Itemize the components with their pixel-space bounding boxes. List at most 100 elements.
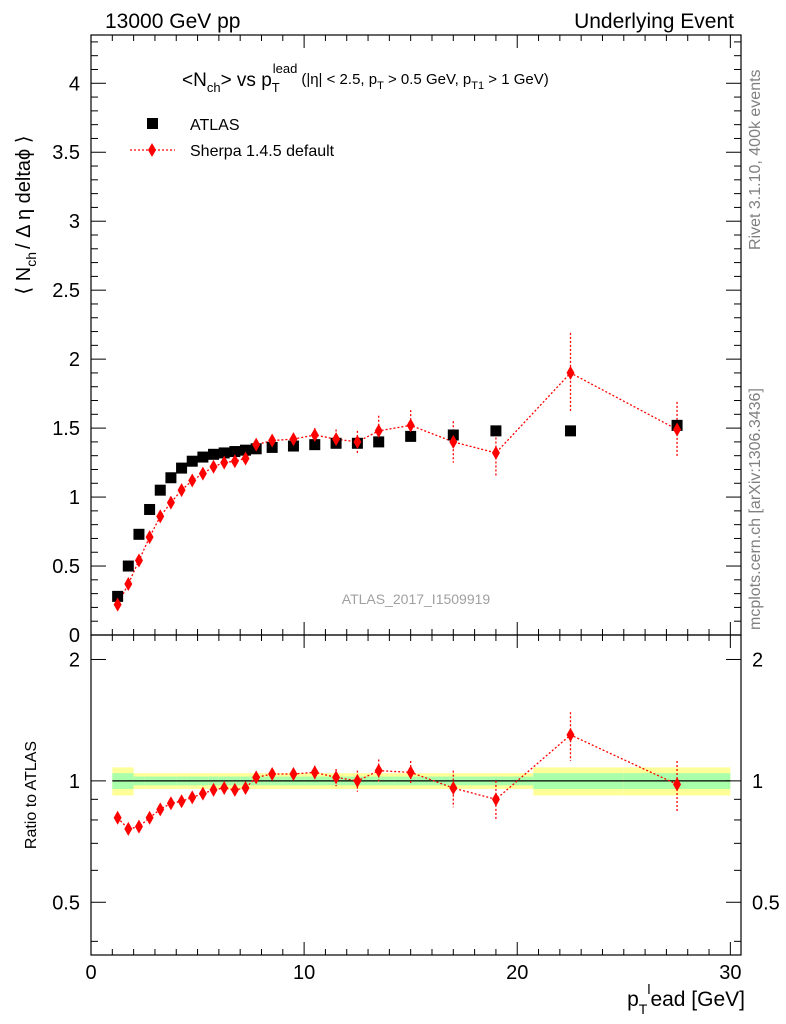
ratio-point — [230, 782, 239, 797]
ratio-point — [113, 810, 122, 825]
x-axis-label: pTlead [GeV] — [627, 981, 745, 1017]
sherpa-point — [134, 553, 143, 568]
sherpa-point — [374, 423, 383, 438]
sherpa-point — [113, 597, 122, 612]
sherpa-point — [177, 483, 186, 498]
ratio-tick-label: 0.5 — [52, 892, 80, 914]
atlas-point — [197, 451, 209, 463]
ratio-point — [166, 796, 175, 811]
sherpa-point — [449, 434, 458, 449]
atlas-point — [176, 462, 188, 474]
ratio-point — [491, 792, 500, 807]
sherpa-point — [124, 576, 133, 591]
ratio-point — [124, 821, 133, 836]
ratio-point — [188, 790, 197, 805]
y-tick-label: 1.5 — [52, 418, 80, 440]
atlas-point — [490, 425, 502, 437]
sherpa-point — [289, 432, 298, 447]
sherpa-point — [156, 509, 165, 524]
atlas-point — [133, 528, 145, 540]
analysis-label: ATLAS_2017_I1509919 — [342, 591, 491, 607]
legend-sherpa-marker — [148, 143, 156, 157]
ratio-point — [374, 763, 383, 778]
atlas-point — [405, 430, 417, 442]
sherpa-point — [406, 418, 415, 433]
ratio-point — [134, 819, 143, 834]
atlas-point — [565, 425, 577, 437]
ratio-uncertainty-band — [112, 767, 731, 796]
ratio-point — [289, 767, 298, 782]
axis-ticks: 0 10 20 30 0 0.5 1 1.5 2 2.5 3 3.5 4 0.5 0.5 1 1 2 2 — [52, 35, 780, 984]
sherpa-point — [310, 428, 319, 442]
x-tick-label: 10 — [293, 962, 315, 984]
y-tick-label: 2.5 — [52, 280, 80, 302]
sherpa-point — [188, 473, 197, 488]
main-plot-data — [112, 332, 683, 612]
x-tick-label: 30 — [719, 962, 741, 984]
ratio-point — [177, 794, 186, 809]
atlas-point — [112, 590, 124, 602]
ratio-point — [156, 802, 165, 817]
legend-sherpa-label: Sherpa 1.4.5 default — [190, 143, 335, 160]
header-right: Underlying Event — [574, 10, 734, 33]
ratio-tick-label: 2 — [69, 649, 80, 671]
ratio-point — [673, 777, 682, 792]
sherpa-point — [673, 422, 682, 437]
legend: ATLAS Sherpa 1.4.5 default — [130, 117, 335, 160]
ratio-point — [332, 770, 341, 785]
header-left: 13000 GeV pp — [105, 10, 240, 33]
ratio-y-axis-label: Ratio to ATLAS — [23, 741, 40, 849]
sherpa-point — [145, 530, 154, 545]
ratio-point — [406, 765, 415, 780]
y-tick-label: 3.5 — [52, 142, 80, 164]
ratio-point — [241, 781, 250, 796]
ratio-point — [220, 781, 229, 796]
y-axis-label: ⟨ Nch/ Δ η deltaϕ ⟩ — [13, 135, 39, 294]
ratio-point — [145, 810, 154, 825]
atlas-point — [309, 439, 321, 451]
plot-title: <Nch> vs pTlead(|η| < 2.5, pT > 0.5 GeV,… — [182, 61, 549, 95]
rivet-label: Rivet 3.1.10, 400k events — [747, 69, 764, 250]
atlas-point — [240, 444, 252, 456]
ratio-frame — [90, 634, 742, 956]
ratio-tick-label: 2 — [752, 649, 763, 671]
sherpa-point — [230, 454, 239, 469]
sherpa-point — [198, 466, 207, 481]
y-tick-label: 1 — [69, 487, 80, 509]
sherpa-point — [491, 445, 500, 460]
atlas-point — [208, 448, 220, 460]
y-tick-label: 0 — [69, 625, 80, 647]
ratio-point — [566, 727, 575, 742]
main-frame — [90, 34, 742, 636]
ratio-point — [268, 767, 277, 782]
x-tick-label: 20 — [506, 962, 528, 984]
sherpa-point — [268, 433, 277, 448]
sherpa-point — [252, 437, 261, 452]
sherpa-point — [332, 432, 341, 447]
ratio-point — [252, 770, 261, 785]
sherpa-point — [241, 451, 250, 466]
mcplots-label: mcplots.cern.ch [arXiv:1306.3436] — [747, 388, 764, 630]
sherpa-line — [117, 372, 678, 605]
atlas-point — [144, 503, 156, 515]
y-tick-label: 4 — [69, 73, 80, 95]
ratio-point — [209, 782, 218, 797]
legend-atlas-marker — [147, 118, 158, 129]
ratio-point — [449, 781, 458, 796]
sherpa-point — [220, 455, 229, 470]
legend-atlas-label: ATLAS — [190, 117, 240, 134]
sherpa-point — [209, 459, 218, 474]
ratio-tick-label: 1 — [69, 771, 80, 793]
ratio-tick-label: 0.5 — [752, 892, 780, 914]
atlas-point — [218, 447, 230, 459]
atlas-point — [186, 455, 198, 467]
x-tick-label: 0 — [85, 962, 96, 984]
sherpa-point — [353, 434, 362, 449]
ratio-point — [310, 765, 319, 780]
ratio-point — [198, 786, 207, 801]
sherpa-point — [566, 365, 575, 380]
atlas-point — [122, 560, 134, 572]
y-tick-label: 0.5 — [52, 556, 80, 578]
atlas-point — [154, 484, 166, 496]
